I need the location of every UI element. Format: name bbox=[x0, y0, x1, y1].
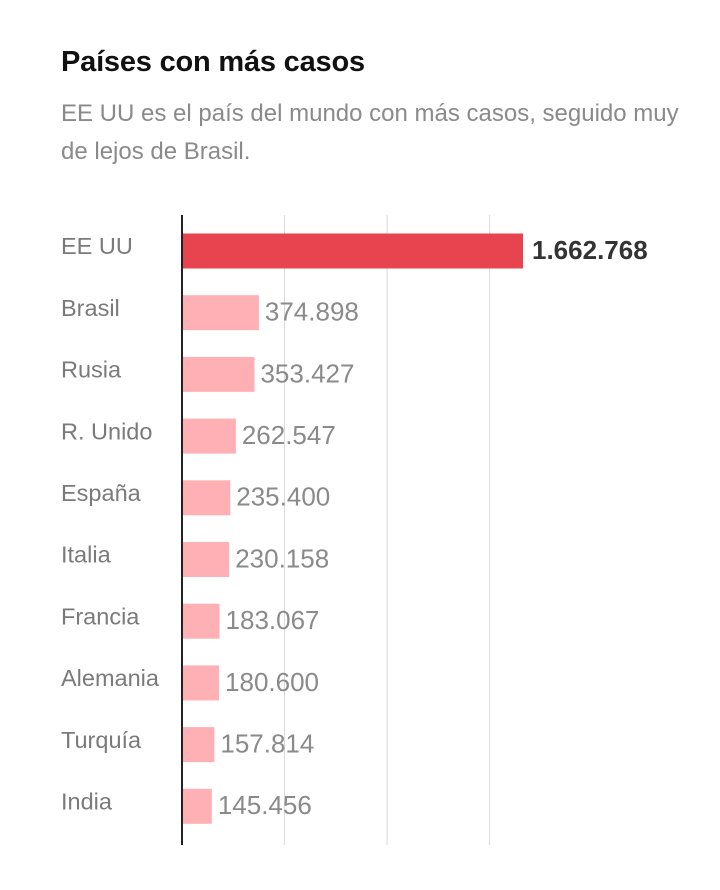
value-label: 183.067 bbox=[226, 605, 320, 635]
category-label: Turquía bbox=[61, 727, 142, 753]
value-label: 1.662.768 bbox=[532, 235, 648, 265]
category-label: R. Unido bbox=[61, 418, 152, 444]
value-label: 235.400 bbox=[236, 482, 330, 512]
bar-chart: EE UU 1.662.768 Brasil 374.898 Rusia 353.427 R… bbox=[61, 215, 648, 845]
category-label: Alemania bbox=[61, 665, 160, 691]
value-label: 180.600 bbox=[225, 667, 319, 697]
bar bbox=[182, 665, 220, 701]
category-label: EE UU bbox=[61, 233, 133, 259]
bar bbox=[182, 788, 212, 824]
category-label: España bbox=[61, 480, 142, 506]
value-label: 230.158 bbox=[235, 543, 329, 573]
value-label: 374.898 bbox=[265, 297, 359, 327]
chart-title: Países con más casos bbox=[61, 46, 365, 78]
bar bbox=[182, 418, 236, 454]
category-label: India bbox=[61, 789, 113, 815]
value-label: 157.814 bbox=[220, 728, 314, 758]
category-label: Rusia bbox=[61, 357, 122, 383]
category-label: Italia bbox=[61, 542, 112, 568]
bar bbox=[182, 480, 231, 516]
bar bbox=[182, 542, 230, 577]
category-label: Francia bbox=[61, 603, 140, 629]
value-label: 262.547 bbox=[242, 420, 336, 450]
value-label: 353.427 bbox=[260, 358, 354, 388]
category-label: Brasil bbox=[61, 295, 120, 321]
value-label: 145.456 bbox=[218, 790, 312, 820]
bar bbox=[182, 295, 259, 331]
bar bbox=[182, 233, 523, 269]
chart-subtitle: EE UU es el país del mundo con más casos… bbox=[61, 100, 679, 165]
bar bbox=[182, 356, 255, 392]
bar bbox=[182, 603, 220, 639]
bar bbox=[182, 727, 215, 763]
